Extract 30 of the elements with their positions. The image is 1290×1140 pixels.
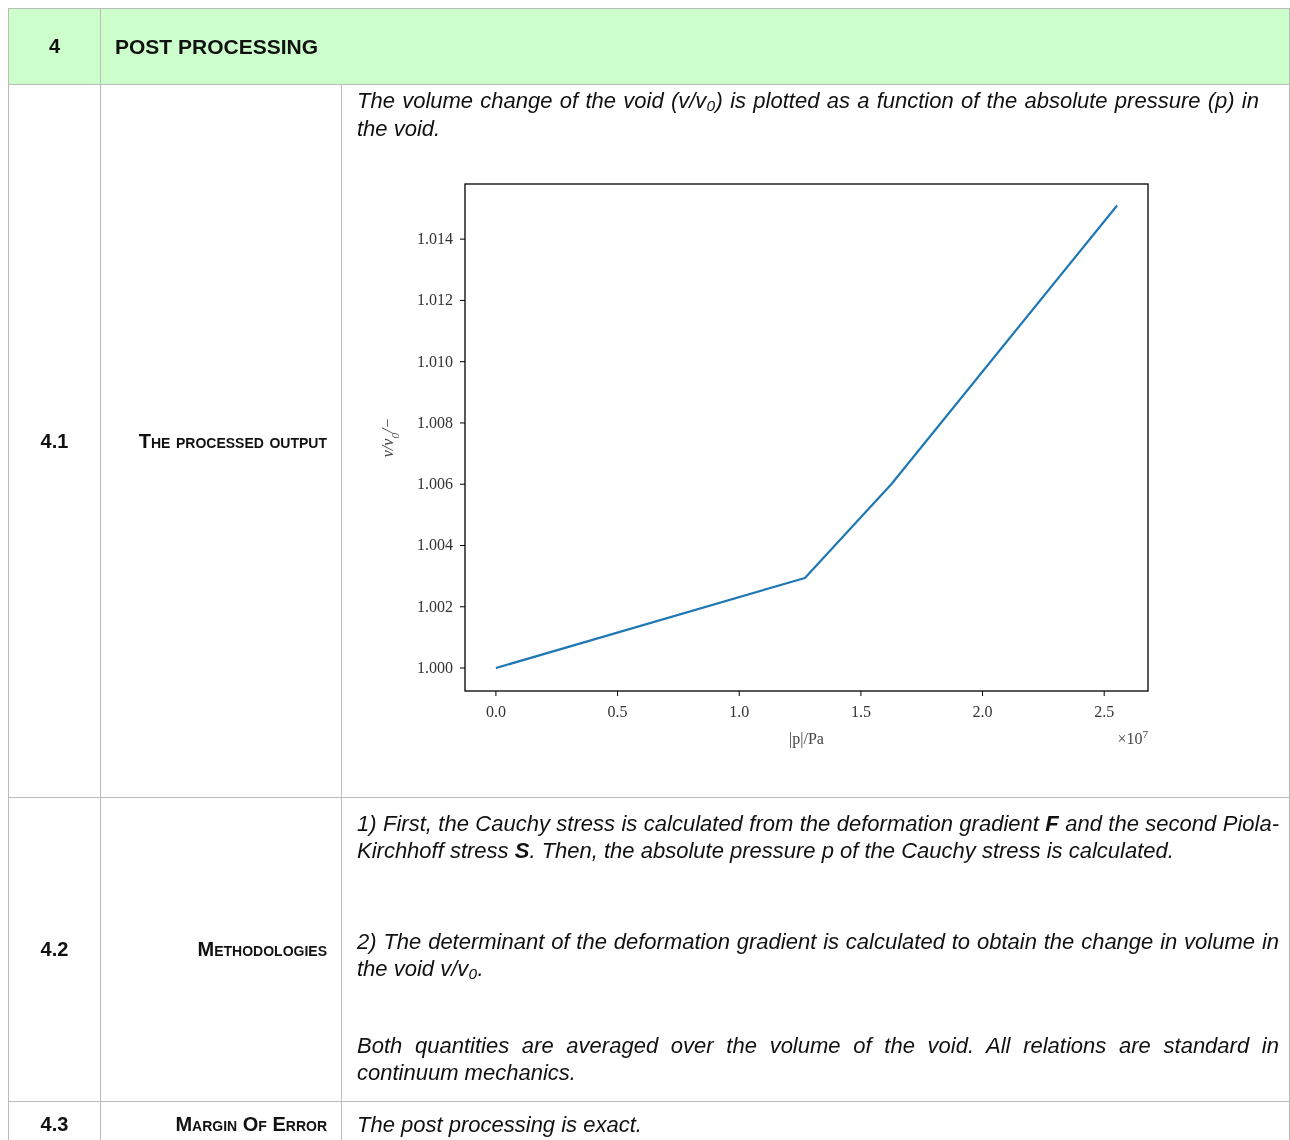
x-tick-label: 0.0 — [485, 703, 506, 720]
text: The post processing is exact. — [341, 1101, 1290, 1140]
text: Methodologies — [100, 797, 342, 1102]
text: ×10$^{7}$ — [1117, 728, 1149, 747]
text: 4.1 — [8, 84, 101, 798]
x-tick-label: 2.0 — [972, 703, 993, 720]
y-tick-label: 1.012 — [417, 291, 453, 309]
x-axis-title: |p|/Pa — [789, 730, 824, 748]
text: POST PROCESSING — [100, 8, 1290, 85]
text: 4 — [8, 8, 101, 85]
x-tick-label: 1.5 — [850, 703, 871, 720]
text: Margin Of Error — [100, 1101, 342, 1140]
y-tick-label: 1.004 — [417, 536, 453, 554]
text: 4.2 — [8, 797, 101, 1102]
text: The processed output — [100, 84, 342, 798]
y-tick-label: 1.006 — [417, 475, 453, 493]
text: 4.3 — [8, 1101, 101, 1140]
x-tick-label: 1.0 — [729, 703, 750, 720]
line-series — [494, 204, 1119, 670]
y-tick-label: 1.008 — [417, 413, 453, 431]
y-tick-label: 1.014 — [417, 230, 453, 248]
text: 1) First, the Cauchy stress is calculated from the deformation gradient F and the second Piola-Kirchhoff stress S. Then, the absolute pressure p of the Cauchy stress is calculated. — [357, 811, 1279, 863]
y-tick-label: 1.002 — [417, 597, 453, 615]
y-tick-label: 1.010 — [417, 352, 453, 370]
y-tick-label: 1.000 — [417, 659, 453, 677]
text: The volume change of the void (v/v₀) is plotted as a function of the absolute pressure (p) in the void. — [357, 87, 1259, 143]
x-tick-label: 2.5 — [1094, 703, 1115, 720]
text: Both quantities are averaged over the volume of the void. All relations are standard in continuum mechanics. — [357, 1032, 1279, 1086]
x-tick-label: 0.5 — [607, 703, 628, 720]
text: 2) The determinant of the deformation gradient is calculated to obtain the change in volume in the void v/v₀. — [357, 928, 1279, 983]
